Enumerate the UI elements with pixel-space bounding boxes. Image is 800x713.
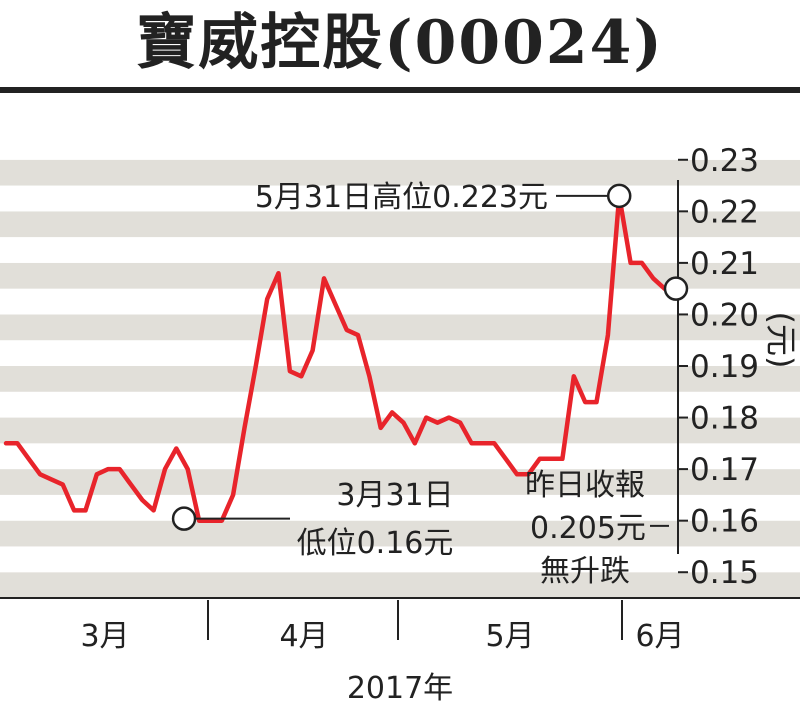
series-line: [3, 193, 679, 523]
grid-band: [678, 134, 800, 160]
annotation-high: 5月31日高位0.223元: [255, 180, 548, 215]
y-tick-label: 0.23: [690, 143, 759, 179]
annotation-low-date: 3月31日: [336, 478, 453, 513]
title-rule: [0, 87, 800, 93]
annotation-close-change: 無升跌: [540, 554, 630, 589]
month-label: 5月: [485, 619, 534, 654]
marker-low: [171, 506, 197, 531]
grid-band: [0, 159, 800, 186]
y-axis-unit: (元): [762, 312, 800, 369]
grid-band: [0, 314, 800, 341]
grid-band: [0, 572, 800, 598]
grid-band: [0, 546, 800, 573]
grid-band: [0, 366, 800, 392]
x-axis-year: 2017年: [347, 671, 453, 706]
month-label: 6月: [635, 619, 684, 654]
y-ticks: 0.23 0.22 0.21 0.20 0.19 0.18 0.17 0.16 0.15: [678, 143, 759, 591]
y-tick-label: 0.19: [690, 349, 759, 385]
annotation-low-value: 低位0.16元: [297, 526, 454, 561]
grid-band: [0, 185, 800, 212]
chart-title: 寶威控股(00024): [136, 8, 664, 78]
y-tick-label: 0.18: [690, 401, 759, 437]
y-tick-label: 0.22: [690, 194, 759, 230]
annotation-close-value: 0.205元: [530, 511, 646, 546]
marker-close: [663, 276, 689, 301]
annotation-close-label: 昨日收報: [525, 468, 645, 503]
grid-band: [0, 211, 800, 238]
y-tick-label: 0.15: [690, 555, 759, 591]
grid-band: [0, 494, 800, 521]
grid-band: [0, 391, 800, 418]
grid-band: [0, 237, 800, 263]
y-tick-label: 0.20: [690, 297, 759, 333]
grid-band: [0, 134, 800, 160]
y-tick-label: 0.16: [690, 504, 759, 540]
month-separators: [207, 600, 623, 640]
marker-high: [606, 183, 632, 209]
grid-band: [0, 443, 800, 470]
y-tick-label: 0.21: [690, 246, 759, 282]
month-labels: 3月 4月 5月 6月: [80, 619, 684, 654]
grid-band: [0, 340, 800, 366]
month-label: 3月: [80, 619, 129, 654]
y-tick-label: 0.17: [690, 452, 759, 488]
grid-bands: [0, 134, 800, 598]
month-label: 4月: [279, 619, 328, 654]
